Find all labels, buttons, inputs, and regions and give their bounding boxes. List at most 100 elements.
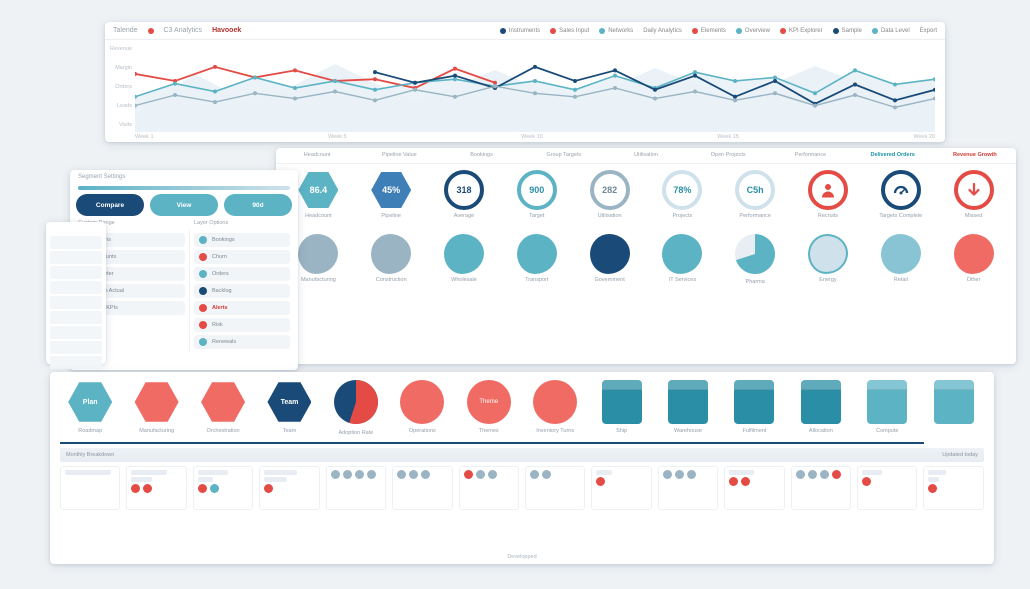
metrics-header: Group Targets [523,148,605,163]
metric-cell[interactable]: 45%Pipeline [355,170,428,220]
bottom-panel: PlanRoadmapManufacturingOrchestrationTea… [50,372,994,564]
metrics-panel: HeadcountPipeline ValueBookingsGroup Tar… [276,148,1016,364]
category-tile[interactable]: Orchestration [193,380,253,436]
category-tile[interactable]: TeamTeam [259,380,319,436]
option-row[interactable]: Churn [194,250,290,264]
table-title: Monthly Breakdown [66,452,114,458]
metric-cell[interactable]: Government [573,234,646,284]
option-row[interactable]: Orders [194,267,290,281]
option-row[interactable]: Risk [194,318,290,332]
metrics-header: Revenue Growth [934,148,1016,163]
table-updated: Updated today [942,452,978,458]
list-item[interactable] [50,356,102,369]
metric-cell[interactable]: Pharma [719,234,792,286]
category-tile[interactable]: Fulfilment [724,380,784,436]
category-tile[interactable]: Warehouse [658,380,718,436]
metric-cell[interactable]: C5hPerformance [719,170,792,220]
metrics-header: Pipeline Value [358,148,440,163]
top-chart-panel: Talende C3 Analytics Havooek Instruments… [105,22,945,142]
metric-cell[interactable]: Energy [792,234,865,284]
list-item[interactable] [50,296,102,309]
category-tile[interactable]: ThemeThemes [459,380,519,436]
option-row[interactable]: Renewals [194,335,290,349]
metrics-header: Delivered Orders [852,148,934,163]
mini-card[interactable] [724,466,784,510]
mini-card[interactable] [60,466,120,510]
mini-card[interactable] [126,466,186,510]
category-tile[interactable]: Inventory Turns [525,380,585,436]
category-tile[interactable]: Manufacturing [126,380,186,436]
top-line-chart: RevenueMarginOrdersLeadsVisits Week 1Wee… [105,40,945,142]
toolbar-tag[interactable]: Networks [599,28,633,34]
option-row[interactable]: Backlog [194,284,290,298]
metric-cell[interactable]: Targets Complete [864,170,937,220]
mini-card[interactable] [193,466,253,510]
category-tile[interactable]: Adoption Rate [326,380,386,436]
toolbar-tag[interactable]: Overview [736,28,770,34]
mini-card[interactable] [326,466,386,510]
metric-cell[interactable]: 282Utilisation [573,170,646,220]
list-item[interactable] [50,236,102,249]
metric-cell[interactable]: Retail [864,234,937,284]
mini-card[interactable] [459,466,519,510]
toolbar-tag[interactable]: Data Level [872,28,910,34]
list-item[interactable] [50,266,102,279]
list-item[interactable] [50,326,102,339]
toolbar-tag[interactable]: Export [920,28,937,34]
metric-cell[interactable]: 318Average [428,170,501,220]
filter-pill[interactable]: 90d [224,194,292,216]
toolbar-tag[interactable]: KPI Explorer [780,28,823,34]
metric-cell[interactable]: IT Services [646,234,719,284]
toolbar-tag[interactable]: Sales Input [550,28,589,34]
list-item[interactable] [50,281,102,294]
filter-pill[interactable]: View [150,194,218,216]
brand-a: Talende [113,27,138,34]
right-col-header: Layer Options [194,220,228,226]
metric-cell[interactable]: Transport [500,234,573,284]
list-item[interactable] [50,311,102,324]
controls-title: Segment Settings [70,170,298,186]
page-title: Havooek [212,27,241,34]
category-tile[interactable]: Allocation [791,380,851,436]
metrics-header: Headcount [276,148,358,163]
mini-card[interactable] [857,466,917,510]
filter-pill[interactable]: Compare [76,194,144,216]
mini-card[interactable] [658,466,718,510]
mini-card[interactable] [259,466,319,510]
list-item[interactable] [50,341,102,354]
metric-cell[interactable]: 900Target [500,170,573,220]
mini-card[interactable] [392,466,452,510]
category-tile[interactable]: Ship [591,380,651,436]
table-header: Monthly Breakdown Updated today [60,448,984,462]
toolbar-tag[interactable]: Instruments [500,28,540,34]
metric-cell[interactable]: Recruits [792,170,865,220]
mini-card[interactable] [591,466,651,510]
metrics-header: Utilisation [605,148,687,163]
mini-card[interactable] [525,466,585,510]
metrics-header: Bookings [440,148,522,163]
option-row[interactable]: Alerts [194,301,290,315]
list-item[interactable] [50,251,102,264]
metric-cell[interactable]: Construction [355,234,428,284]
option-row[interactable]: Bookings [194,233,290,247]
footer-note: Developped [50,554,994,560]
metrics-header: Open Projects [687,148,769,163]
category-tile[interactable]: PlanRoadmap [60,380,120,436]
metrics-header: Performance [769,148,851,163]
mini-card[interactable] [791,466,851,510]
category-tile[interactable] [923,380,983,436]
dot-icon [148,28,154,34]
metric-cell[interactable]: Missed [937,170,1010,220]
mini-card[interactable] [923,466,983,510]
category-tile[interactable]: Compute [857,380,917,436]
toolbar-tag[interactable]: Sample [833,28,862,34]
brand-b: C3 Analytics [164,27,203,34]
metric-cell[interactable]: 78%Projects [646,170,719,220]
metric-cell[interactable]: Wholesale [428,234,501,284]
divider [60,442,924,444]
top-toolbar: Talende C3 Analytics Havooek Instruments… [105,22,945,40]
category-tile[interactable]: Operations [392,380,452,436]
metric-cell[interactable]: Other [937,234,1010,284]
toolbar-tag[interactable]: Daily Analytics [643,28,682,34]
toolbar-tag[interactable]: Elements [692,28,726,34]
